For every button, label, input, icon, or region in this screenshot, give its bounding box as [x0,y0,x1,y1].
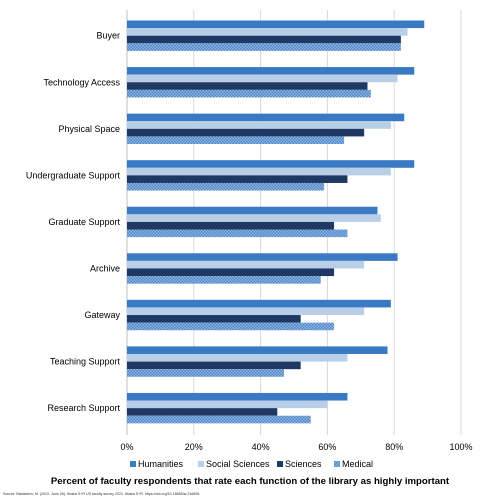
bar-research-support-medical [127,415,311,424]
category-label-physical-space: Physical Space [58,124,120,134]
x-axis-ticks: 0% 20% 40% 60% 80% 100% [120,442,472,452]
legend-label-medical: Medical [342,459,373,469]
x-tick-label: 20% [185,442,203,452]
bar-buyer-humanities [127,20,425,29]
bar-physical-space-social-sciences [127,121,391,129]
bar-gateway-sciences [127,315,301,323]
category-label-buyer: Buyer [96,31,120,41]
bar-buyer-sciences [127,35,401,44]
bar-buyer-social-sciences [127,28,408,36]
bar-physical-space-sciences [127,128,365,137]
category-label-gateway: Gateway [84,310,120,320]
legend-swatch-humanities [130,461,136,467]
category-label-archive: Archive [90,263,120,273]
legend: Humanities Social Sciences Sciences Medical [130,459,373,469]
bar-archive-sciences [127,268,335,277]
bar-undergraduate-support-humanities [127,160,415,168]
bar-physical-space-medical [127,136,345,145]
bar-gateway-social-sciences [127,307,365,316]
category-label-technology-access: Technology Access [43,77,120,87]
bar-gateway-humanities [127,299,391,308]
bar-research-support-sciences [127,408,278,416]
bar-graduate-support-medical [127,229,348,238]
bar-technology-access-medical [127,89,371,98]
category-label-undergraduate-support: Undergraduate Support [26,170,121,180]
legend-swatch-sciences [277,461,283,467]
bar-archive-medical [127,276,321,284]
bar-technology-access-sciences [127,82,368,90]
bar-graduate-support-social-sciences [127,214,381,222]
bar-archive-humanities [127,253,398,261]
bar-research-support-social-sciences [127,400,328,409]
bar-teaching-support-humanities [127,346,388,354]
chart-title: Percent of faculty respondents that rate… [50,476,450,487]
x-tick-label: 100% [449,442,472,452]
category-label-research-support: Research Support [47,403,120,413]
x-tick-label: 40% [252,442,270,452]
bar-archive-social-sciences [127,260,365,269]
bar-graduate-support-humanities [127,206,378,215]
bar-undergraduate-support-medical [127,182,325,191]
x-tick-label: 80% [385,442,403,452]
bar-technology-access-humanities [127,67,415,75]
bar-gateway-medical [127,322,335,331]
category-label-teaching-support: Teaching Support [50,357,121,367]
bar-teaching-support-medical [127,369,284,377]
bar-undergraduate-support-social-sciences [127,167,391,176]
bars [127,20,425,424]
category-labels: Buyer Technology Access Physical Space Unde… [26,31,121,413]
bar-buyer-medical [127,43,401,51]
bar-undergraduate-support-sciences [127,175,348,183]
bar-graduate-support-sciences [127,221,335,230]
legend-swatch-social-sciences [198,461,204,467]
bar-technology-access-social-sciences [127,74,398,83]
bar-research-support-humanities [127,392,348,401]
bar-physical-space-humanities [127,113,405,122]
bar-teaching-support-social-sciences [127,353,348,362]
category-label-graduate-support: Graduate Support [48,217,120,227]
legend-label-social-sciences: Social Sciences [206,459,270,469]
legend-label-sciences: Sciences [285,459,322,469]
source-note: Source: Blankstein, M. (2022, June 26). … [3,492,200,496]
bar-teaching-support-sciences [127,361,301,370]
x-tick-label: 60% [318,442,336,452]
x-tick-label: 0% [120,442,133,452]
legend-label-humanities: Humanities [138,459,184,469]
legend-swatch-medical [334,461,340,467]
